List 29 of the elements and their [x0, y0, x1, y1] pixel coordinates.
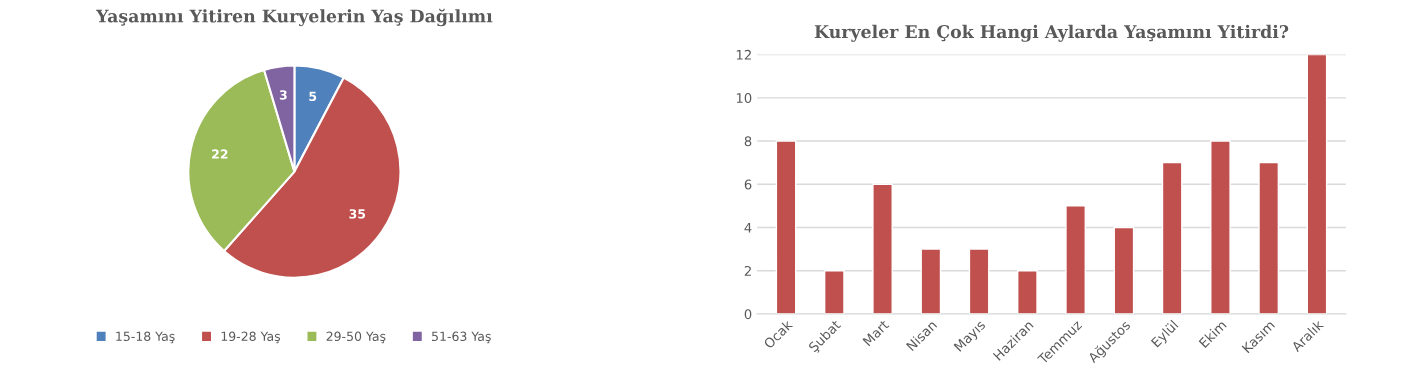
- y-tick-label: 12: [736, 49, 751, 60]
- bar: [968, 248, 990, 314]
- legend-label: 15-18 Yaş: [116, 331, 175, 344]
- chart-title: Kuryeler En Çok Hangi Aylarda Yaşamını Yitirdi?: [814, 24, 1289, 42]
- data-label: 3: [279, 90, 287, 100]
- legend-label: 19-28 Yaş: [221, 331, 281, 344]
- bar: [1113, 226, 1135, 314]
- bar: [1017, 270, 1038, 314]
- y-tick-label: 6: [744, 179, 752, 190]
- legend-label: 51-63 Yaş: [432, 331, 491, 344]
- data-label: 22: [212, 149, 228, 159]
- data-label: 35: [349, 209, 366, 219]
- bar: [775, 140, 797, 314]
- chart-title: Yaşamını Yitiren Kuryelerin Yaş Dağılımı: [95, 8, 493, 27]
- y-tick-label: 0: [744, 309, 752, 320]
- y-tick-label: 8: [744, 136, 752, 147]
- bar: [1161, 161, 1183, 314]
- y-tick-label: 2: [744, 265, 751, 276]
- data-label: 5: [309, 91, 317, 102]
- y-tick-label: 4: [744, 222, 752, 233]
- y-tick-label: 10: [736, 93, 752, 104]
- bar: [1306, 54, 1328, 314]
- bar: [920, 248, 942, 314]
- bar: [1258, 161, 1280, 314]
- bar: [1210, 140, 1231, 314]
- bar: [1065, 205, 1086, 314]
- bar: [823, 270, 845, 314]
- bar: [872, 183, 893, 314]
- legend-label: 29-50 Yaş: [326, 331, 386, 344]
